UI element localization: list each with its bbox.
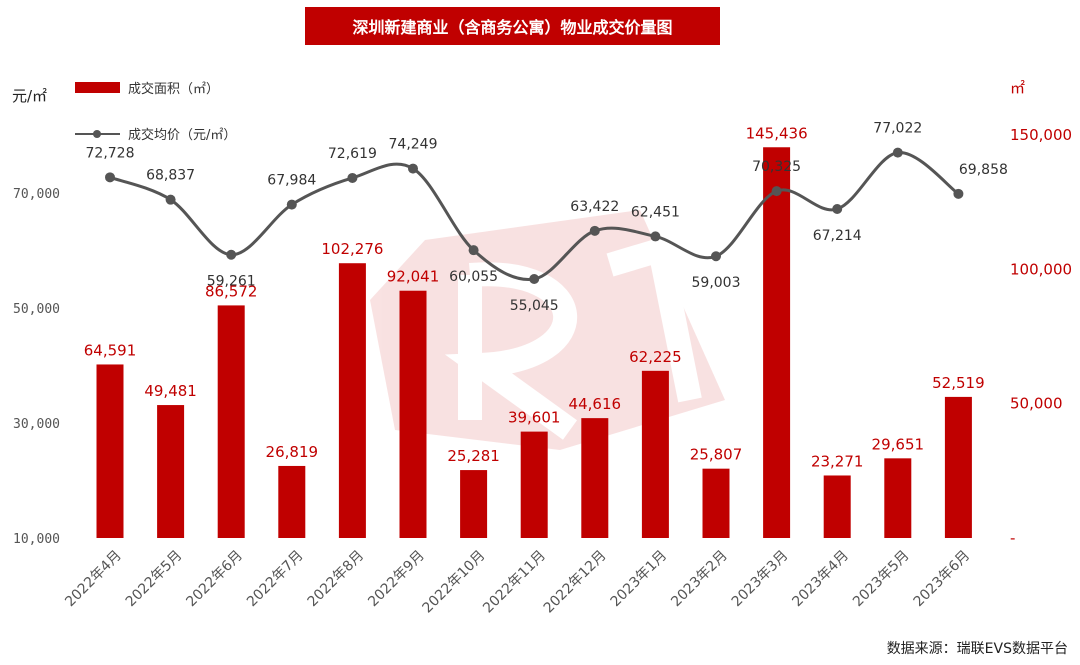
price-value-label: 72,619	[328, 146, 377, 162]
bar-value-label: 29,651	[872, 435, 925, 453]
price-point-2	[165, 194, 176, 205]
legend-area: 成交面积（㎡）	[75, 78, 219, 97]
x-axis-tick-label: 2022年6月	[183, 548, 246, 611]
bar-value-label: 86,572	[205, 282, 258, 300]
left-axis-tick-label: 30,000	[13, 417, 60, 432]
price-value-label: 72,728	[86, 145, 135, 161]
bar-area-5	[338, 263, 366, 538]
x-axis-tick-label: 2022年5月	[123, 548, 186, 611]
price-point-14	[892, 147, 903, 158]
price-point-12	[771, 186, 782, 197]
legend-price-label: 成交均价（元/㎡）	[128, 128, 237, 143]
right-axis-tick-label: 100,000	[1010, 260, 1072, 278]
price-point-15	[953, 188, 964, 199]
price-value-label: 62,451	[631, 204, 680, 220]
price-value-label: 60,055	[449, 269, 498, 285]
price-value-label: 74,249	[389, 137, 438, 153]
price-point-1	[105, 172, 115, 183]
data-source: 数据来源：瑞联EVS数据平台	[886, 641, 1068, 657]
price-value-label: 67,214	[813, 228, 862, 244]
price-value-label: 67,984	[267, 173, 316, 189]
bar-area-7	[460, 470, 488, 538]
legend-price: 成交均价（元/㎡）	[75, 124, 236, 143]
price-point-4	[286, 199, 297, 210]
right-axis-tick-label: 150,000	[1010, 126, 1072, 144]
price-point-11	[711, 251, 721, 262]
price-point-3	[226, 249, 237, 260]
left-axis-tick-label: 50,000	[13, 302, 60, 317]
x-axis-tick-label: 2022年8月	[305, 548, 368, 611]
bar-area-15	[944, 396, 972, 538]
watermark-logo	[370, 210, 725, 450]
price-point-10	[650, 231, 661, 242]
price-value-label: 55,045	[510, 298, 559, 314]
price-value-label: 70,325	[752, 159, 801, 175]
x-axis-tick-label: 2023年6月	[911, 548, 974, 611]
bar-area-3	[217, 305, 245, 538]
x-axis-tick-label: 2023年2月	[668, 548, 731, 611]
bar-value-label: 102,276	[321, 240, 383, 258]
bar-area-13	[823, 475, 851, 538]
bar-value-label: 39,601	[508, 409, 561, 427]
x-axis-tick-label: 2022年12月	[541, 548, 610, 617]
x-axis-tick-label: 2023年3月	[729, 548, 792, 611]
left-axis-tick-label: 70,000	[13, 187, 60, 202]
price-value-label: 77,022	[873, 121, 922, 137]
bar-value-label: 23,271	[811, 452, 864, 470]
price-value-label: 68,837	[146, 168, 195, 184]
right-axis-tick-label: 50,000	[1010, 395, 1063, 413]
bar-value-label: 25,281	[447, 447, 500, 465]
x-axis-tick-label: 2023年1月	[608, 548, 671, 611]
bar-area-4	[278, 465, 306, 538]
right-axis-tick-label: -	[1010, 529, 1015, 547]
bar-value-label: 49,481	[144, 382, 197, 400]
chart-title: 深圳新建商业（含商务公寓）物业成交价量图	[305, 7, 720, 45]
bar-area-8	[520, 431, 548, 538]
x-axis-tick-label: 2022年7月	[244, 548, 307, 611]
x-axis-tick-label: 2022年9月	[365, 548, 428, 611]
price-point-7	[468, 245, 479, 256]
price-point-8	[529, 273, 540, 284]
bar-area-2	[157, 405, 185, 538]
price-value-label: 63,422	[570, 199, 619, 215]
bar-area-1	[96, 364, 124, 538]
bar-area-12	[763, 147, 791, 538]
price-point-5	[347, 172, 358, 183]
bar-area-6	[399, 290, 427, 538]
left-axis-tick-label: 10,000	[13, 532, 60, 547]
bar-area-10	[641, 370, 669, 538]
legend-bar-swatch	[75, 82, 120, 93]
x-axis-tick-label: 2022年11月	[480, 548, 549, 617]
x-axis-tick-label: 2023年5月	[850, 548, 913, 611]
price-point-13	[832, 204, 843, 215]
bar-value-label: 145,436	[746, 124, 808, 142]
bar-value-label: 92,041	[387, 268, 440, 286]
left-axis-unit: 元/㎡	[12, 87, 48, 105]
bar-area-9	[581, 418, 609, 538]
price-value-label: 59,003	[692, 275, 741, 291]
x-axis-tick-label: 2022年4月	[62, 548, 125, 611]
legend-line-swatch	[75, 128, 120, 140]
x-axis-tick-label: 2022年10月	[420, 548, 489, 617]
bar-value-label: 44,616	[569, 395, 622, 413]
price-value-label: 69,858	[959, 162, 1008, 178]
right-axis-unit: ㎡	[1010, 79, 1026, 97]
bar-value-label: 25,807	[690, 446, 743, 464]
price-point-6	[408, 163, 418, 174]
bar-value-label: 62,225	[629, 348, 682, 366]
bar-value-label: 52,519	[932, 374, 985, 392]
x-axis-tick-label: 2023年4月	[789, 548, 852, 611]
bar-area-11	[702, 468, 730, 538]
price-value-label: 59,261	[207, 274, 256, 290]
bar-value-label: 26,819	[266, 443, 319, 461]
price-point-9	[589, 225, 600, 236]
bar-value-label: 64,591	[84, 341, 137, 359]
legend-area-label: 成交面积（㎡）	[128, 82, 220, 97]
bar-area-14	[884, 458, 912, 538]
